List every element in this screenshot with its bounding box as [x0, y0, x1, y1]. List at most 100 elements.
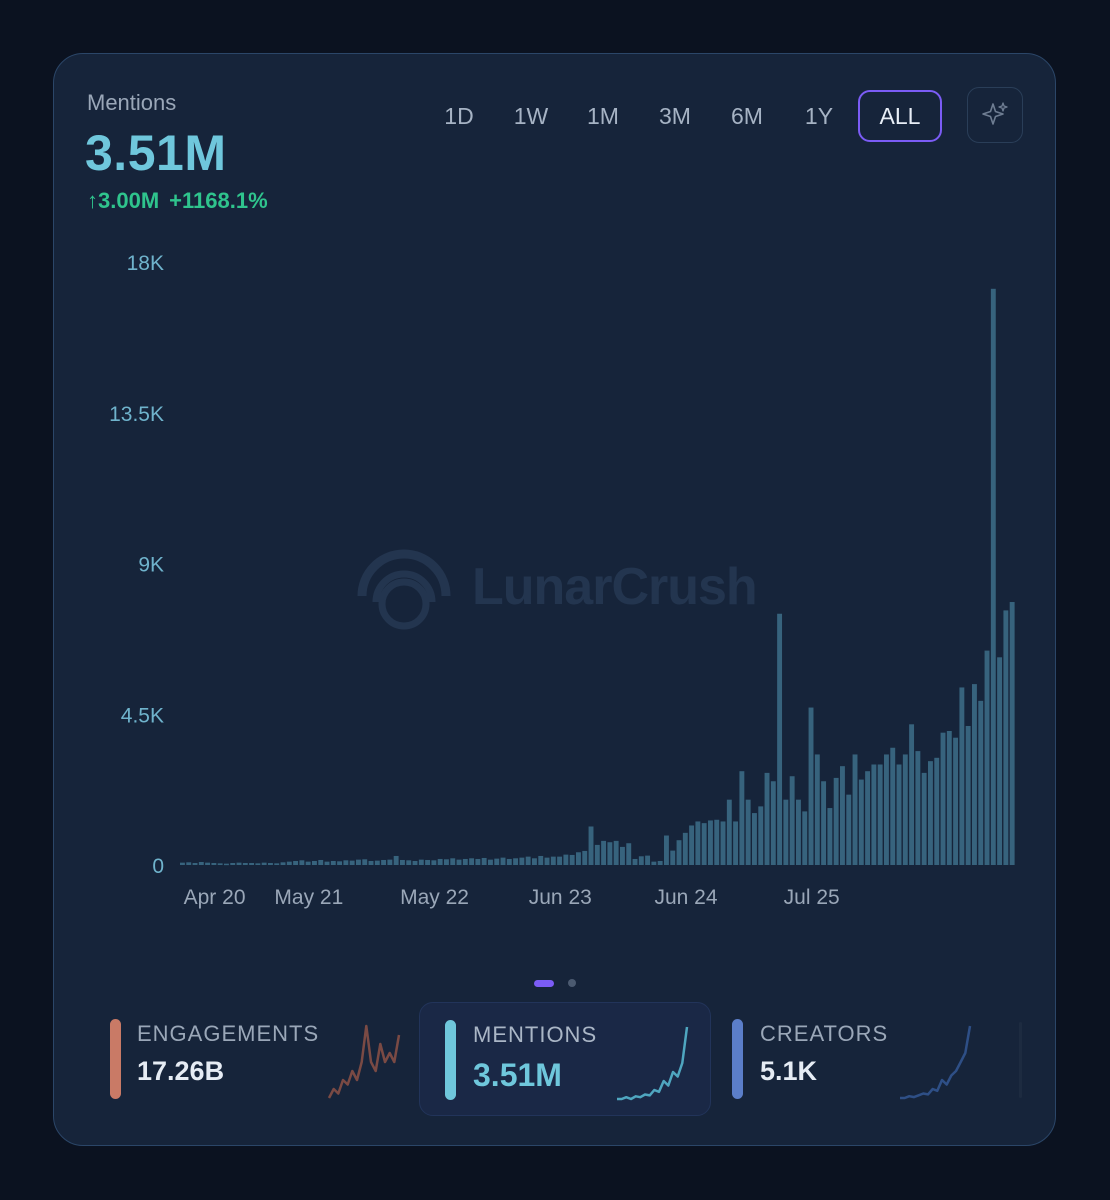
bar[interactable]	[708, 820, 713, 865]
bar[interactable]	[664, 835, 669, 865]
bar[interactable]	[858, 779, 864, 865]
bar[interactable]	[871, 764, 877, 866]
bar[interactable]	[236, 862, 242, 865]
bar[interactable]	[588, 826, 594, 865]
bar[interactable]	[915, 751, 921, 865]
bar[interactable]	[626, 843, 632, 865]
bar[interactable]	[324, 861, 330, 865]
bar[interactable]	[525, 856, 531, 866]
bar[interactable]	[928, 761, 933, 865]
bar[interactable]	[978, 700, 984, 865]
bar[interactable]	[192, 862, 198, 865]
bar[interactable]	[777, 613, 783, 865]
bar[interactable]	[286, 861, 292, 865]
bar[interactable]	[607, 842, 613, 865]
bar[interactable]	[764, 772, 770, 866]
bar[interactable]	[444, 859, 449, 865]
bar[interactable]	[896, 764, 902, 866]
bar[interactable]	[594, 844, 600, 865]
pager-dot[interactable]	[568, 979, 576, 987]
bar[interactable]	[343, 860, 349, 865]
bar[interactable]	[645, 855, 651, 865]
bar[interactable]	[651, 861, 657, 865]
bar[interactable]	[362, 859, 368, 865]
bar[interactable]	[1009, 602, 1015, 865]
bar[interactable]	[230, 862, 236, 865]
bar[interactable]	[557, 856, 563, 866]
range-all-button[interactable]: ALL	[858, 90, 942, 142]
bar[interactable]	[783, 799, 789, 865]
range-6m-button[interactable]: 6M	[731, 102, 763, 129]
bar[interactable]	[846, 794, 852, 865]
bar[interactable]	[488, 859, 493, 865]
bar[interactable]	[532, 858, 537, 865]
bar[interactable]	[852, 754, 858, 865]
bar[interactable]	[833, 777, 839, 865]
bar[interactable]	[739, 771, 745, 865]
bar[interactable]	[613, 840, 619, 865]
tile-engagements[interactable]: ENGAGEMENTS 17.26B	[94, 1002, 401, 1114]
bar[interactable]	[519, 857, 525, 865]
range-1y-button[interactable]: 1Y	[804, 102, 834, 129]
bar[interactable]	[318, 859, 324, 865]
bar[interactable]	[620, 846, 625, 865]
bar[interactable]	[469, 858, 475, 865]
bar[interactable]	[745, 799, 751, 865]
bar[interactable]	[330, 860, 336, 865]
ai-insights-button[interactable]	[967, 87, 1023, 143]
bar[interactable]	[884, 754, 889, 865]
bar[interactable]	[827, 808, 833, 865]
bar[interactable]	[802, 811, 808, 865]
bar[interactable]	[726, 799, 732, 865]
range-3m-button[interactable]: 3M	[659, 102, 691, 129]
bar[interactable]	[387, 859, 393, 865]
bar[interactable]	[701, 823, 707, 866]
bar[interactable]	[242, 862, 248, 865]
bar[interactable]	[224, 863, 229, 866]
bar[interactable]	[337, 861, 343, 865]
bar[interactable]	[770, 781, 776, 865]
bar[interactable]	[796, 799, 801, 865]
bar[interactable]	[877, 764, 883, 866]
bar[interactable]	[676, 840, 682, 865]
bar[interactable]	[921, 772, 927, 866]
range-1w-button[interactable]: 1W	[513, 102, 549, 129]
bar[interactable]	[714, 819, 720, 865]
bar[interactable]	[984, 650, 990, 865]
bar[interactable]	[217, 863, 223, 865]
bar[interactable]	[670, 850, 676, 865]
bar[interactable]	[538, 855, 544, 865]
bar[interactable]	[368, 860, 374, 865]
bar[interactable]	[789, 776, 795, 865]
bar[interactable]	[356, 859, 361, 865]
bar[interactable]	[997, 657, 1003, 865]
bar[interactable]	[1003, 610, 1009, 865]
bar[interactable]	[494, 858, 500, 865]
bar[interactable]	[280, 862, 286, 865]
bar[interactable]	[261, 862, 267, 865]
bar[interactable]	[456, 859, 462, 865]
bar[interactable]	[550, 856, 556, 866]
bar[interactable]	[400, 859, 405, 865]
bar[interactable]	[381, 859, 387, 865]
bar[interactable]	[406, 860, 412, 865]
bar[interactable]	[544, 857, 550, 865]
bar[interactable]	[632, 858, 638, 865]
bar[interactable]	[902, 754, 908, 865]
bar[interactable]	[840, 766, 845, 865]
bar[interactable]	[268, 862, 273, 865]
bar[interactable]	[733, 821, 739, 865]
pager-dot-active[interactable]	[534, 979, 554, 987]
bar[interactable]	[821, 781, 827, 865]
bar[interactable]	[349, 860, 355, 865]
bar[interactable]	[576, 852, 581, 865]
tile-mentions[interactable]: MENTIONS 3.51M	[419, 1002, 711, 1116]
bar[interactable]	[475, 858, 481, 865]
bar[interactable]	[563, 854, 569, 865]
bar[interactable]	[940, 732, 946, 865]
bar[interactable]	[211, 862, 217, 865]
bar[interactable]	[890, 747, 896, 865]
bar[interactable]	[431, 860, 437, 865]
bar[interactable]	[374, 860, 380, 865]
bar[interactable]	[758, 806, 764, 866]
